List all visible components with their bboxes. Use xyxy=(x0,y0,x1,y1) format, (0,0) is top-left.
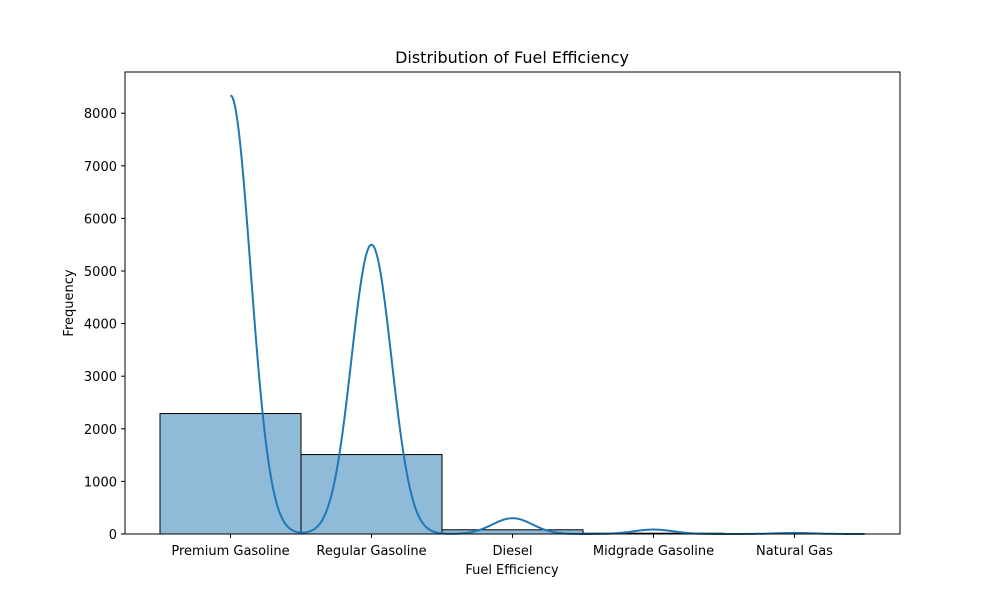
y-tick-label: 3000 xyxy=(84,370,117,385)
y-tick-label: 2000 xyxy=(84,423,117,438)
x-tick-label: Natural Gas xyxy=(756,544,833,559)
chart-title: Distribution of Fuel Efficiency xyxy=(395,48,629,67)
y-tick-label: 8000 xyxy=(84,107,117,122)
bars-group xyxy=(159,413,866,535)
y-tick-label: 6000 xyxy=(84,212,117,227)
y-axis: 0 1000 2000 3000 4000 5000 6000 7000 8000 xyxy=(84,107,125,543)
y-tick-label: 0 xyxy=(109,528,117,543)
x-axis-label: Fuel Efficiency xyxy=(465,563,559,578)
x-tick-label: Midgrade Gasoline xyxy=(593,544,714,559)
x-tick-label: Premium Gasoline xyxy=(171,544,289,559)
y-axis-label: Frequency xyxy=(62,269,77,336)
x-axis: Premium Gasoline Regular Gasoline Diesel Mi… xyxy=(171,534,833,559)
y-tick-label: 5000 xyxy=(84,265,117,280)
y-tick-label: 7000 xyxy=(84,160,117,175)
x-tick-label: Diesel xyxy=(492,544,532,559)
y-tick-label: 4000 xyxy=(84,318,117,333)
histogram-bar xyxy=(159,413,302,535)
histogram-bar xyxy=(300,454,443,535)
x-tick-label: Regular Gasoline xyxy=(316,544,426,559)
y-tick-label: 1000 xyxy=(84,475,117,490)
